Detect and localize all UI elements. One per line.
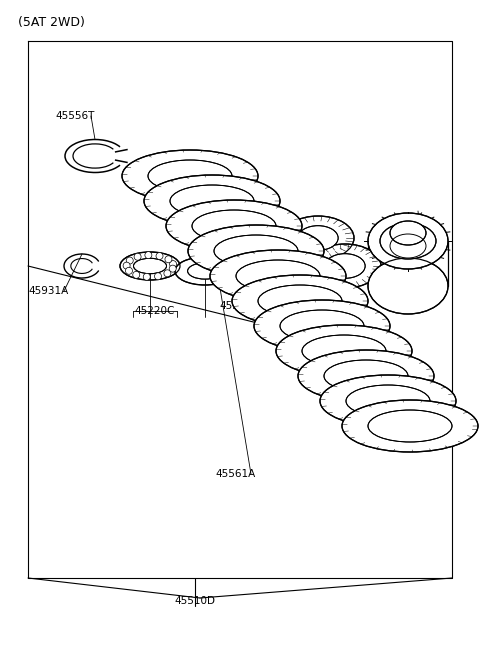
Ellipse shape xyxy=(390,221,426,245)
Circle shape xyxy=(145,252,152,258)
Ellipse shape xyxy=(368,410,452,442)
Ellipse shape xyxy=(236,260,320,292)
Ellipse shape xyxy=(298,350,434,402)
Text: 45510D: 45510D xyxy=(175,596,216,606)
Ellipse shape xyxy=(144,175,280,227)
Ellipse shape xyxy=(282,216,354,260)
Ellipse shape xyxy=(122,150,258,202)
Ellipse shape xyxy=(380,223,436,259)
Ellipse shape xyxy=(254,300,390,352)
Text: 45554A: 45554A xyxy=(298,296,338,306)
Ellipse shape xyxy=(248,250,282,272)
Ellipse shape xyxy=(188,263,222,279)
Ellipse shape xyxy=(148,160,232,192)
Circle shape xyxy=(169,260,177,268)
Circle shape xyxy=(126,257,133,264)
Text: 45220C: 45220C xyxy=(135,306,175,316)
Text: 45571A: 45571A xyxy=(390,283,430,293)
Circle shape xyxy=(143,274,150,280)
Text: 45561A: 45561A xyxy=(215,469,255,479)
Ellipse shape xyxy=(120,252,180,280)
Circle shape xyxy=(133,272,140,278)
Ellipse shape xyxy=(258,285,342,317)
Ellipse shape xyxy=(192,210,276,242)
Ellipse shape xyxy=(166,200,302,252)
Ellipse shape xyxy=(302,335,386,367)
Ellipse shape xyxy=(325,254,365,278)
Circle shape xyxy=(134,253,141,260)
Circle shape xyxy=(125,267,132,274)
Ellipse shape xyxy=(210,250,346,302)
Ellipse shape xyxy=(368,258,448,314)
Circle shape xyxy=(155,273,161,279)
Ellipse shape xyxy=(214,235,298,267)
Ellipse shape xyxy=(188,225,324,277)
Ellipse shape xyxy=(276,325,412,377)
Ellipse shape xyxy=(320,375,456,427)
Text: 45931A: 45931A xyxy=(28,286,68,296)
Ellipse shape xyxy=(368,213,448,269)
Circle shape xyxy=(165,256,172,263)
Circle shape xyxy=(123,262,130,269)
Ellipse shape xyxy=(324,360,408,392)
Ellipse shape xyxy=(280,310,364,342)
Ellipse shape xyxy=(342,400,478,452)
Circle shape xyxy=(156,253,163,260)
Text: (5AT 2WD): (5AT 2WD) xyxy=(18,16,85,29)
Text: 45556T: 45556T xyxy=(55,111,95,121)
Text: 45552A: 45552A xyxy=(308,333,348,343)
Ellipse shape xyxy=(346,385,430,417)
Circle shape xyxy=(169,265,176,272)
Ellipse shape xyxy=(309,244,381,288)
Ellipse shape xyxy=(170,185,254,217)
Ellipse shape xyxy=(237,243,293,279)
Text: 45581C: 45581C xyxy=(220,301,260,311)
Circle shape xyxy=(164,270,171,277)
Ellipse shape xyxy=(330,292,366,316)
Ellipse shape xyxy=(298,226,338,251)
Ellipse shape xyxy=(232,275,368,327)
Ellipse shape xyxy=(133,258,167,274)
Ellipse shape xyxy=(339,298,357,310)
Ellipse shape xyxy=(175,257,235,285)
